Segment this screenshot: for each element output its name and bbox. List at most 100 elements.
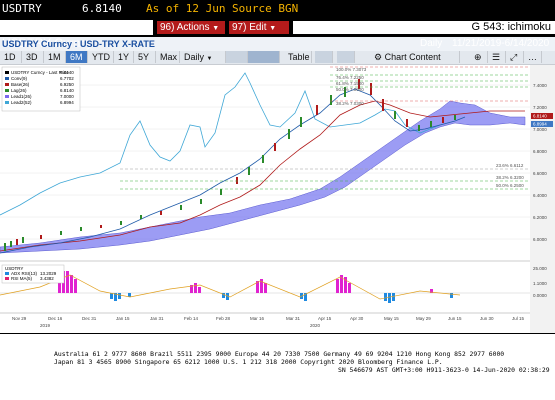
- y-tick: 6.2000: [533, 215, 547, 220]
- legend-item-1: Conv(9): [11, 76, 28, 81]
- indicator-item-1: RSI MA(5): [11, 276, 33, 281]
- period-1y[interactable]: 1Y: [114, 51, 134, 63]
- actions-menu-label: Actions: [176, 22, 210, 33]
- legend-value-4: 7.0000: [60, 94, 74, 99]
- fib-label: 50.0% 7.0900: [336, 87, 364, 92]
- kumo-cloud: [0, 100, 526, 254]
- period-5y[interactable]: 5Y: [134, 51, 156, 63]
- y-tick: 6.6000: [533, 171, 547, 176]
- fib-label: 23.6% 6.6112: [496, 163, 524, 168]
- indicator-item-0: ADX RSI(13): [11, 271, 38, 276]
- fib-label: 50.0% 6.2500: [496, 183, 524, 188]
- lagging-span: [0, 72, 441, 216]
- chart-subtitle: USDTRY Curncy : USD-TRY X-RATE: [2, 39, 155, 49]
- gear-icon: ⚙: [374, 52, 383, 62]
- x-tick: Mar 31: [286, 316, 301, 321]
- frequency-select-label: Daily: [184, 52, 205, 62]
- page-name: G 543: ichimoku: [471, 21, 551, 33]
- chart-content-label: Chart Content: [384, 52, 441, 62]
- command-row: 96) Actions ▼ 97) Edit ▼ G 543: ichimoku: [0, 20, 555, 35]
- x-year: 2020: [310, 323, 321, 328]
- x-tick: Dec 31: [82, 316, 97, 321]
- table-button[interactable]: Table: [284, 51, 312, 63]
- legend-value-1: 6.7702: [60, 76, 74, 81]
- x-tick: Jul 15: [512, 316, 525, 321]
- footer-line-2: Japan 81 3 4565 8900 Singapore 65 6212 1…: [54, 358, 443, 366]
- settings-icon[interactable]: ☰: [488, 51, 506, 63]
- y-tick: 6.8000: [533, 149, 547, 154]
- y-tick: 6.0000: [533, 237, 547, 242]
- x-tick: Feb 28: [216, 316, 231, 321]
- period-ytd[interactable]: YTD: [88, 51, 114, 63]
- x-tick: Apr 30: [350, 316, 364, 321]
- period-1d[interactable]: 1D: [0, 51, 22, 63]
- frequency-label: Daily: [420, 38, 443, 49]
- base-line: [0, 100, 525, 252]
- y-tick: 7.4000: [533, 83, 547, 88]
- indicator-y-tick: 25.000: [533, 266, 547, 271]
- legend-value-5: 6.8994: [60, 100, 74, 105]
- chart-content-button[interactable]: ⚙ Chart Content: [370, 51, 460, 63]
- legend-item-5: Lead2(52): [11, 100, 32, 105]
- chart-tool-button-2[interactable]: [315, 51, 333, 63]
- y-tick: 7.0000: [533, 127, 547, 132]
- edit-menu-button[interactable]: 97) Edit ▼: [229, 21, 289, 34]
- x-tick: Mar 16: [250, 316, 265, 321]
- indicator-panel: USDTRY ADX RSI(13) 13.2029 RSI MA(5) 3.4…: [0, 260, 547, 303]
- security-input[interactable]: [0, 20, 153, 35]
- actions-menu-button[interactable]: 96) Actions ▼: [157, 21, 225, 34]
- period-max[interactable]: Max: [156, 51, 180, 63]
- footer-line-3: SN 546679 AST GMT+3:00 H911-3623-0 14-Ju…: [338, 366, 550, 374]
- indicator-y-tick: 1.1000: [533, 281, 547, 286]
- x-tick: May 29: [416, 316, 431, 321]
- legend-value-3: 6.8140: [60, 88, 74, 93]
- lead-price-label: 6.8994: [533, 122, 547, 127]
- period-1m[interactable]: 1M: [44, 51, 66, 63]
- period-6m[interactable]: 6M: [66, 51, 88, 63]
- zoom-icon[interactable]: ⊕: [470, 51, 488, 63]
- legend-item-3: Lag(26): [11, 88, 27, 93]
- legend-item-0: USDTRY Curncy - Last Price: [11, 70, 69, 75]
- x-tick: Feb 14: [184, 316, 199, 321]
- x-tick: Jan 15: [116, 316, 130, 321]
- fib-labels: 100.0% 7.3073 76.4% 7.2250 61.8% 7.1500 …: [336, 67, 524, 188]
- expand-icon[interactable]: ⤢: [506, 51, 524, 63]
- chart-tool-button[interactable]: [248, 51, 280, 63]
- date-range: 11/21/2019-6/14/2020: [452, 38, 550, 49]
- y-tick: 6.4000: [533, 193, 547, 198]
- indicator-histogram: [58, 271, 453, 303]
- legend-value-0: 6.8140: [60, 70, 74, 75]
- more-icon[interactable]: …: [524, 51, 542, 63]
- chart-tool-button-3[interactable]: [337, 51, 355, 63]
- last-price: 6.8140: [82, 2, 122, 15]
- chart-type-button[interactable]: [226, 51, 248, 63]
- security-header: USDTRY 6.8140 As of 12 Jun Source BGN: [0, 0, 555, 18]
- y-axis: 7.4000 7.2000 7.0000 6.8000 6.6000 6.400…: [530, 65, 555, 333]
- price-candles: [4, 79, 456, 251]
- x-tick: Jun 15: [448, 316, 462, 321]
- source-label: Source BGN: [232, 2, 299, 15]
- period-3d[interactable]: 3D: [22, 51, 44, 63]
- as-of-date: As of 12 Jun: [146, 2, 226, 15]
- indicator-legend-title: USDTRY: [5, 266, 23, 271]
- indicator-legend: USDTRY ADX RSI(13) 13.2029 RSI MA(5) 3.4…: [1, 264, 65, 284]
- fib-label: 38.2% 7.0300: [336, 101, 364, 106]
- chart-legend: USDTRY Curncy - Last Price 6.8140 Conv(9…: [1, 66, 81, 112]
- chart-title-bar: USDTRY Curncy Daily 11/21/2019-6/14/2020: [0, 36, 555, 51]
- x-tick: Nov 29: [12, 316, 27, 321]
- x-axis: Nov 29 Dec 16 Dec 31 Jan 15 Jan 31 Feb 1…: [0, 312, 530, 328]
- x-tick: Dec 16: [48, 316, 63, 321]
- frequency-dropdown-icon: ▼: [206, 56, 213, 62]
- footer-line-1: Australia 61 2 9777 8600 Brazil 5511 239…: [54, 350, 505, 358]
- legend-value-2: 6.9250: [60, 82, 74, 87]
- fib-lines: [120, 66, 530, 190]
- ticker-label: USDTRY: [2, 2, 42, 15]
- frequency-select[interactable]: Daily ▼: [180, 51, 226, 63]
- x-tick: Jan 31: [150, 316, 164, 321]
- ichimoku-chart[interactable]: 100.0% 7.3073 76.4% 7.2250 61.8% 7.1500 …: [0, 65, 555, 333]
- chart-security-name: USDTRY Curncy: [2, 36, 93, 50]
- chart-area[interactable]: 100.0% 7.3073 76.4% 7.2250 61.8% 7.1500 …: [0, 65, 555, 333]
- y-tick: 7.2000: [533, 105, 547, 110]
- indicator-value-1: 3.4382: [40, 276, 54, 281]
- fib-label: 38.2% 6.3200: [496, 175, 524, 180]
